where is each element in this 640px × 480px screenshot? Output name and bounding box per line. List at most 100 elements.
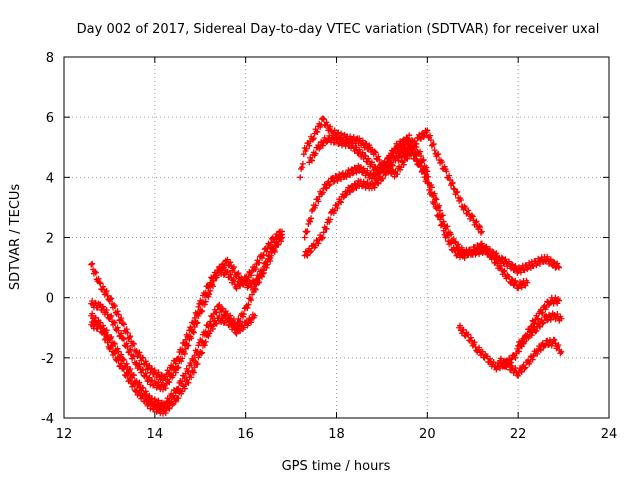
data-point: [327, 216, 334, 223]
data-point: [308, 157, 315, 164]
data-point: [115, 357, 122, 364]
data-point: [300, 151, 307, 158]
chart-title: Day 002 of 2017, Sidereal Day-to-day VTE…: [77, 22, 600, 37]
data-point: [557, 350, 564, 357]
data-point: [437, 216, 444, 223]
data-point: [517, 269, 524, 276]
data-point: [493, 256, 500, 263]
data-point: [502, 256, 509, 263]
data-point: [455, 241, 462, 248]
data-point: [384, 160, 391, 167]
data-point: [500, 268, 507, 275]
data-point: [120, 320, 127, 327]
data-point: [508, 276, 515, 283]
data-point: [343, 173, 350, 180]
data-point: [111, 350, 118, 357]
data-point: [299, 160, 306, 167]
data-point: [539, 309, 546, 316]
data-point: [219, 305, 226, 312]
data-point: [199, 308, 206, 315]
data-point: [209, 283, 216, 290]
data-point: [274, 241, 281, 248]
data-point: [97, 322, 104, 329]
data-point: [478, 228, 485, 235]
data-point: [430, 141, 437, 148]
data-point: [201, 301, 208, 308]
data-point: [235, 323, 242, 330]
data-point: [446, 172, 453, 179]
data-point: [104, 292, 111, 299]
data-point: [155, 379, 162, 386]
data-point: [227, 271, 234, 278]
data-point: [256, 259, 263, 266]
data-point: [202, 328, 209, 335]
data-point: [371, 184, 378, 191]
data-point: [447, 240, 454, 247]
data-point: [409, 137, 416, 144]
data-point: [530, 324, 537, 331]
data-point: [191, 364, 198, 371]
data-point: [417, 135, 424, 142]
data-point: [160, 400, 167, 407]
data-point: [521, 267, 528, 274]
data-point: [251, 312, 258, 319]
data-point: [136, 361, 143, 368]
data-point: [487, 355, 494, 362]
data-point: [110, 302, 117, 309]
data-point: [103, 288, 110, 295]
data-point: [146, 362, 153, 369]
data-point: [322, 184, 329, 191]
data-point: [108, 343, 115, 350]
data-point: [436, 211, 443, 218]
data-point: [182, 345, 189, 352]
data-point: [358, 164, 365, 171]
data-point: [397, 153, 404, 160]
data-point: [349, 140, 356, 147]
data-point: [536, 323, 543, 330]
data-point: [206, 291, 213, 298]
data-point: [485, 247, 492, 254]
data-point: [421, 132, 428, 139]
data-point: [375, 153, 382, 160]
data-point: [343, 191, 350, 198]
data-point: [142, 358, 149, 365]
data-point: [477, 229, 484, 236]
data-point: [335, 129, 342, 136]
data-point: [142, 388, 149, 395]
data-point: [509, 261, 516, 268]
data-point: [440, 227, 447, 234]
series-track-j: [497, 336, 565, 379]
data-point: [188, 362, 195, 369]
data-point: [95, 275, 102, 282]
data-point: [213, 274, 220, 281]
data-point: [477, 224, 484, 231]
data-point: [365, 155, 372, 162]
data-point: [319, 234, 326, 241]
data-point: [127, 333, 134, 340]
data-point: [256, 279, 263, 286]
data-point: [443, 168, 450, 175]
data-point: [327, 180, 334, 187]
data-point: [374, 179, 381, 186]
data-point: [497, 262, 504, 269]
series-track-h: [306, 132, 431, 176]
data-point: [175, 395, 182, 402]
data-point: [92, 299, 99, 306]
data-point: [179, 378, 186, 385]
data-point: [110, 319, 117, 326]
data-point: [123, 360, 130, 367]
data-point: [190, 369, 197, 376]
data-point: [155, 403, 162, 410]
data-point: [372, 149, 379, 156]
data-point: [172, 360, 179, 367]
data-point: [239, 275, 246, 282]
data-point: [324, 138, 331, 145]
data-point: [307, 218, 314, 225]
y-tick-label: 6: [46, 111, 54, 126]
data-point: [208, 322, 215, 329]
data-point: [155, 397, 162, 404]
data-point: [536, 260, 543, 267]
data-point: [263, 248, 270, 255]
data-point: [170, 363, 176, 370]
data-point: [436, 202, 443, 209]
